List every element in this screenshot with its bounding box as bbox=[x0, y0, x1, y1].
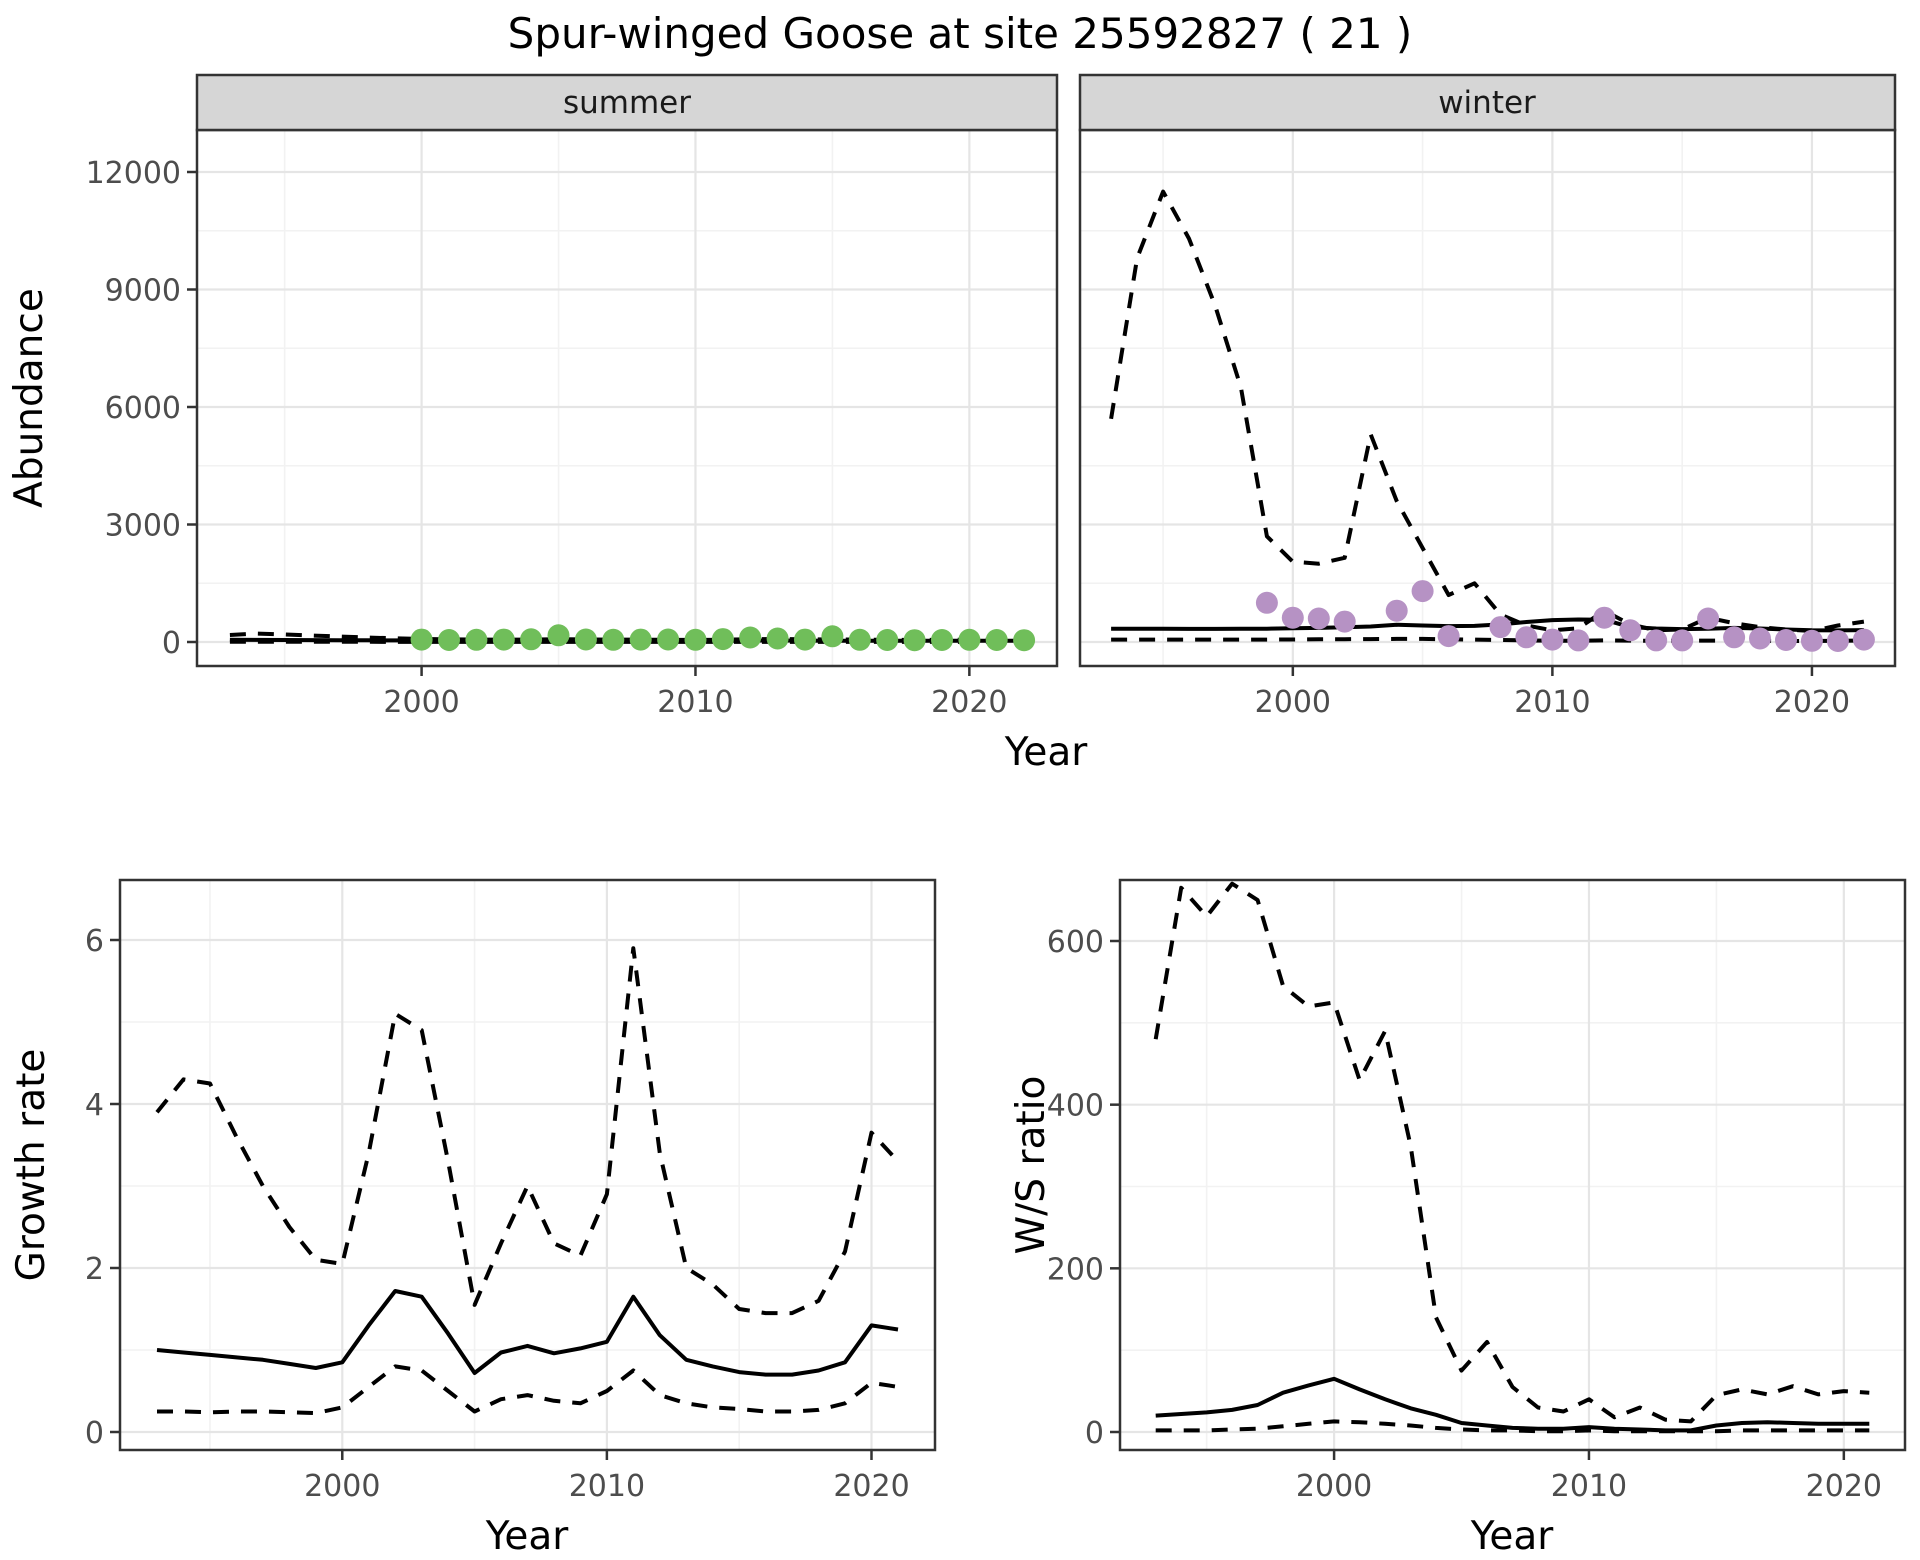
x-tick-label: 2020 bbox=[1774, 685, 1850, 720]
x-tick-label: 2010 bbox=[569, 1469, 645, 1504]
data-point-observed-winter bbox=[1775, 629, 1797, 651]
data-point-observed-winter bbox=[1307, 607, 1330, 630]
data-point-observed-winter bbox=[1800, 629, 1823, 652]
growth-rate-axis-title: Growth rate bbox=[9, 1049, 54, 1282]
data-point-observed-winter bbox=[1852, 628, 1875, 651]
x-tick-label: 2020 bbox=[1806, 1469, 1882, 1504]
abundance-axis-title: Abundance bbox=[7, 288, 52, 508]
data-point-observed-summer bbox=[465, 628, 488, 651]
y-tick-label: 9000 bbox=[105, 274, 181, 309]
y-tick-label: 12000 bbox=[86, 156, 181, 191]
ws-ratio-axis-title: W/S ratio bbox=[1009, 1076, 1054, 1255]
data-point-observed-summer bbox=[629, 628, 652, 651]
data-point-observed-summer bbox=[821, 625, 844, 648]
data-point-observed-summer bbox=[848, 628, 871, 651]
data-point-observed-summer bbox=[711, 628, 734, 651]
panel-background bbox=[1080, 130, 1895, 666]
y-tick-label: 3000 bbox=[105, 509, 181, 544]
data-point-observed-summer bbox=[1013, 629, 1036, 652]
data-point-observed-summer bbox=[958, 628, 981, 651]
data-point-observed-summer bbox=[876, 629, 899, 651]
data-point-observed-winter bbox=[1541, 628, 1564, 651]
data-point-observed-summer bbox=[794, 628, 816, 651]
data-point-observed-summer bbox=[766, 627, 789, 650]
data-point-observed-summer bbox=[657, 628, 680, 651]
data-point-observed-summer bbox=[492, 628, 515, 651]
data-point-observed-winter bbox=[1489, 616, 1512, 639]
x-tick-label: 2000 bbox=[383, 685, 459, 720]
y-tick-label: 0 bbox=[85, 1416, 104, 1451]
data-point-observed-winter bbox=[1437, 625, 1460, 648]
data-point-observed-winter bbox=[1697, 607, 1720, 630]
y-tick-label: 6 bbox=[85, 924, 104, 959]
y-tick-label: 200 bbox=[1047, 1252, 1104, 1287]
data-point-observed-winter bbox=[1826, 630, 1849, 652]
data-point-observed-summer bbox=[574, 628, 597, 651]
x-tick-label: 2010 bbox=[1551, 1469, 1627, 1504]
panel-border bbox=[118, 878, 937, 1452]
panel-background bbox=[120, 880, 935, 1450]
y-tick-label: 0 bbox=[1085, 1416, 1104, 1451]
data-point-observed-winter bbox=[1255, 591, 1278, 614]
data-point-observed-winter bbox=[1749, 627, 1771, 650]
data-point-observed-summer bbox=[684, 628, 707, 651]
x-tick-label: 2020 bbox=[931, 685, 1007, 720]
lower-ci-line bbox=[1155, 1419, 1870, 1434]
fit-line bbox=[156, 1289, 899, 1377]
fit-line bbox=[1155, 1376, 1870, 1433]
data-point-observed-summer bbox=[520, 628, 543, 651]
data-point-observed-winter bbox=[1723, 626, 1746, 649]
y-tick-label: 400 bbox=[1047, 1089, 1104, 1124]
data-point-observed-summer bbox=[931, 629, 953, 651]
data-point-observed-winter bbox=[1593, 606, 1616, 629]
upper-ci-line bbox=[1109, 189, 1865, 633]
data-point-observed-winter bbox=[1385, 599, 1408, 622]
plot-title: Spur-winged Goose at site 25592827 ( 21 … bbox=[508, 9, 1413, 58]
data-point-observed-winter bbox=[1411, 580, 1434, 603]
data-point-observed-summer bbox=[985, 629, 1008, 651]
data-point-observed-winter bbox=[1333, 610, 1356, 633]
x-tick-label: 2010 bbox=[657, 685, 733, 720]
y-tick-label: 0 bbox=[162, 626, 181, 661]
data-point-observed-winter bbox=[1281, 606, 1304, 629]
panel-background bbox=[197, 130, 1057, 666]
data-point-observed-summer bbox=[602, 628, 625, 651]
x-tick-label: 2000 bbox=[1255, 685, 1331, 720]
upper-ci-line bbox=[1153, 881, 1870, 1424]
x-tick-label: 2020 bbox=[833, 1469, 909, 1504]
growth-xaxis-title: Year bbox=[485, 1514, 570, 1559]
lower-ci-line bbox=[157, 1364, 899, 1416]
data-point-observed-summer bbox=[547, 624, 570, 647]
y-tick-label: 2 bbox=[85, 1252, 104, 1287]
data-point-observed-winter bbox=[1515, 626, 1538, 649]
ws-xaxis-title: Year bbox=[1470, 1514, 1555, 1559]
data-point-observed-summer bbox=[410, 628, 433, 651]
y-tick-label: 4 bbox=[85, 1088, 104, 1123]
x-tick-label: 2000 bbox=[1296, 1469, 1372, 1504]
upper-ci-line bbox=[155, 946, 900, 1316]
data-point-observed-summer bbox=[903, 629, 926, 652]
data-point-observed-winter bbox=[1645, 629, 1668, 652]
top-xaxis-title: Year bbox=[1004, 730, 1089, 775]
data-point-observed-summer bbox=[438, 629, 460, 651]
data-point-observed-summer bbox=[739, 626, 762, 649]
y-tick-label: 600 bbox=[1047, 925, 1104, 960]
facet-strip bbox=[195, 73, 1059, 132]
data-point-observed-winter bbox=[1619, 619, 1642, 642]
y-tick-label: 6000 bbox=[105, 391, 181, 426]
panel-background bbox=[1120, 880, 1905, 1450]
facet-label-winter: winter bbox=[1438, 85, 1536, 121]
facet-strip bbox=[1078, 73, 1897, 132]
x-tick-label: 2000 bbox=[304, 1469, 380, 1504]
facet-label-summer: summer bbox=[563, 85, 691, 121]
panel-border bbox=[1118, 878, 1907, 1452]
x-tick-label: 2010 bbox=[1514, 685, 1590, 720]
data-point-observed-winter bbox=[1567, 629, 1590, 652]
data-point-observed-winter bbox=[1671, 629, 1694, 652]
